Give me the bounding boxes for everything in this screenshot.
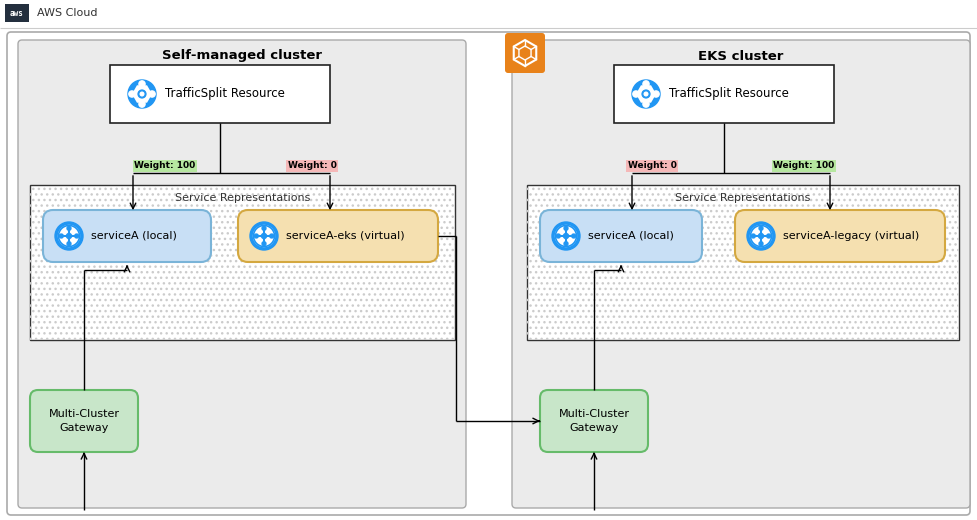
Circle shape	[644, 92, 648, 96]
Text: Multi-Cluster
Gateway: Multi-Cluster Gateway	[49, 409, 119, 433]
Text: EKS cluster: EKS cluster	[699, 49, 784, 62]
Circle shape	[633, 91, 639, 97]
Bar	[527, 185, 959, 340]
Text: serviceA-legacy (virtual): serviceA-legacy (virtual)	[783, 231, 919, 241]
Circle shape	[129, 91, 135, 97]
Bar	[30, 185, 455, 340]
Circle shape	[751, 234, 755, 238]
Text: AWS Cloud: AWS Cloud	[37, 8, 98, 18]
Circle shape	[60, 234, 64, 238]
FancyBboxPatch shape	[30, 390, 138, 452]
Circle shape	[262, 242, 266, 245]
Text: Weight: 0: Weight: 0	[627, 162, 676, 171]
Text: Weight: 100: Weight: 100	[774, 162, 834, 171]
Text: TrafficSplit Resource: TrafficSplit Resource	[669, 87, 788, 100]
Bar	[527, 185, 959, 340]
Circle shape	[138, 90, 146, 98]
Circle shape	[149, 91, 155, 97]
Bar	[110, 65, 330, 123]
Text: Self-managed cluster: Self-managed cluster	[162, 49, 322, 62]
Circle shape	[55, 222, 83, 250]
Text: TrafficSplit Resource: TrafficSplit Resource	[165, 87, 285, 100]
Circle shape	[747, 222, 775, 250]
Circle shape	[67, 242, 71, 245]
Circle shape	[59, 226, 79, 246]
FancyBboxPatch shape	[43, 210, 211, 262]
Text: serviceA-eks (virtual): serviceA-eks (virtual)	[286, 231, 404, 241]
FancyBboxPatch shape	[540, 210, 702, 262]
Circle shape	[556, 234, 560, 238]
Circle shape	[66, 233, 71, 239]
Circle shape	[262, 233, 267, 239]
Circle shape	[74, 234, 79, 238]
Circle shape	[139, 81, 145, 87]
Circle shape	[564, 226, 568, 230]
Text: aws: aws	[10, 8, 24, 18]
Text: Service Representations: Service Representations	[175, 193, 310, 203]
Text: Service Representations: Service Representations	[675, 193, 811, 203]
Circle shape	[262, 226, 266, 230]
Bar	[5, 4, 29, 22]
Circle shape	[128, 80, 156, 108]
Circle shape	[556, 226, 576, 246]
Circle shape	[653, 91, 659, 97]
Circle shape	[642, 90, 650, 98]
Circle shape	[759, 242, 763, 245]
Circle shape	[572, 234, 575, 238]
Circle shape	[643, 81, 649, 87]
Circle shape	[564, 242, 568, 245]
FancyBboxPatch shape	[735, 210, 945, 262]
Text: Multi-Cluster
Gateway: Multi-Cluster Gateway	[559, 409, 629, 433]
Circle shape	[253, 226, 275, 246]
Circle shape	[564, 233, 569, 239]
Circle shape	[643, 101, 649, 107]
FancyBboxPatch shape	[505, 33, 545, 73]
Circle shape	[254, 234, 258, 238]
Circle shape	[750, 226, 772, 246]
Polygon shape	[636, 85, 657, 103]
Circle shape	[140, 92, 144, 96]
Circle shape	[270, 234, 274, 238]
Text: serviceA (local): serviceA (local)	[91, 231, 177, 241]
FancyBboxPatch shape	[512, 40, 970, 508]
Circle shape	[552, 222, 580, 250]
Polygon shape	[132, 85, 152, 103]
Circle shape	[139, 101, 145, 107]
Circle shape	[250, 222, 278, 250]
FancyBboxPatch shape	[18, 40, 466, 508]
FancyBboxPatch shape	[540, 390, 648, 452]
Text: Weight: 100: Weight: 100	[135, 162, 195, 171]
Text: Weight: 0: Weight: 0	[287, 162, 336, 171]
Bar	[0, 0, 977, 28]
Circle shape	[767, 234, 771, 238]
Circle shape	[67, 226, 71, 230]
Circle shape	[632, 80, 660, 108]
Circle shape	[759, 226, 763, 230]
FancyBboxPatch shape	[7, 32, 970, 515]
Bar	[30, 185, 455, 340]
Bar	[614, 65, 834, 123]
Text: serviceA (local): serviceA (local)	[588, 231, 674, 241]
Circle shape	[758, 233, 763, 239]
FancyBboxPatch shape	[238, 210, 438, 262]
